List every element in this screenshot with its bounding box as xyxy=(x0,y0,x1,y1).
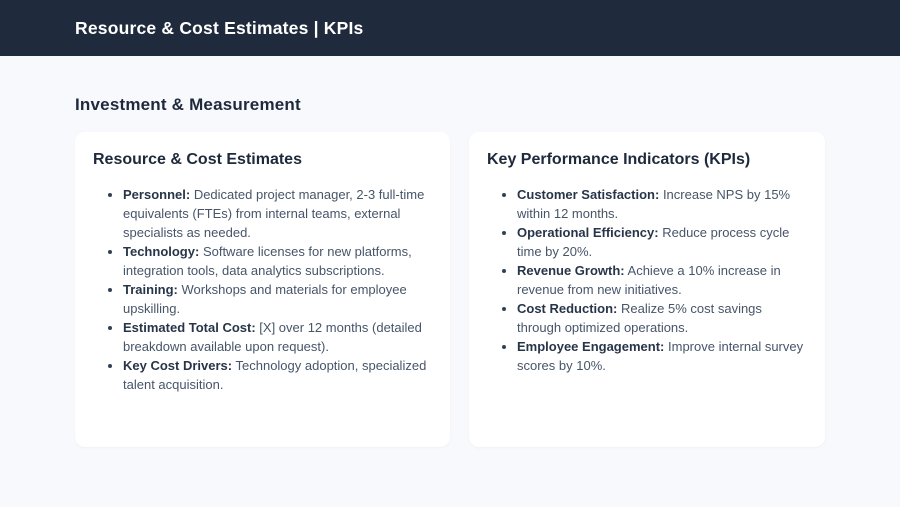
item-text: Achieve a 10% increase in revenue from n… xyxy=(517,263,781,297)
item-text: Software licenses for new platforms, int… xyxy=(123,244,412,278)
card-title: Key Performance Indicators (KPIs) xyxy=(487,151,751,168)
item-text: Improve internal survey scores by 10%. xyxy=(517,339,804,373)
item-label: Estimated Total Cost: xyxy=(123,320,256,335)
section-title: Investment & Measurement xyxy=(75,95,301,114)
list-item: Technology: Software licenses for new pl… xyxy=(123,242,432,280)
item-label: Revenue Growth: xyxy=(517,263,625,278)
app-header: Resource & Cost Estimates | KPIs xyxy=(0,0,900,56)
list-item: Personnel: Dedicated project manager, 2-… xyxy=(123,185,432,242)
item-label: Personnel: xyxy=(123,187,191,202)
card-title: Resource & Cost Estimates xyxy=(93,151,302,168)
list-item: Cost Reduction: Realize 5% cost savings … xyxy=(517,299,807,337)
bullet-list: Customer Satisfaction: Increase NPS by 1… xyxy=(487,185,807,375)
item-label: Employee Engagement: xyxy=(517,339,665,354)
item-label: Technology: xyxy=(123,244,200,259)
item-text: Realize 5% cost savings through optimize… xyxy=(517,301,762,335)
card-resource-cost-estimates: Resource & Cost Estimates Personnel: Ded… xyxy=(75,132,450,447)
item-text: Increase NPS by 15% within 12 months. xyxy=(517,187,791,221)
content: Investment & Measurement Resource & Cost… xyxy=(0,95,900,447)
item-label: Cost Reduction: xyxy=(517,301,618,316)
item-text: Technology adoption, specialized talent … xyxy=(123,358,427,392)
item-label: Operational Efficiency: xyxy=(517,225,659,240)
item-text: [X] over 12 months (detailed breakdown a… xyxy=(123,320,422,354)
list-item: Key Cost Drivers: Technology adoption, s… xyxy=(123,356,432,394)
item-label: Key Cost Drivers: xyxy=(123,358,233,373)
list-item: Estimated Total Cost: [X] over 12 months… xyxy=(123,318,432,356)
list-item: Customer Satisfaction: Increase NPS by 1… xyxy=(517,185,807,223)
page-title: Resource & Cost Estimates | KPIs xyxy=(75,17,364,38)
item-label: Training: xyxy=(123,282,178,297)
list-item: Employee Engagement: Improve internal su… xyxy=(517,337,807,375)
cards-row: Resource & Cost Estimates Personnel: Ded… xyxy=(75,132,825,447)
list-item: Revenue Growth: Achieve a 10% increase i… xyxy=(517,261,807,299)
list-item: Training: Workshops and materials for em… xyxy=(123,280,432,318)
list-item: Operational Efficiency: Reduce process c… xyxy=(517,223,807,261)
item-text: Dedicated project manager, 2-3 full-time… xyxy=(123,187,425,240)
item-label: Customer Satisfaction: xyxy=(517,187,660,202)
bullet-list: Personnel: Dedicated project manager, 2-… xyxy=(93,185,432,394)
card-kpis: Key Performance Indicators (KPIs) Custom… xyxy=(469,132,825,447)
item-text: Reduce process cycle time by 20%. xyxy=(517,225,790,259)
item-text: Workshops and materials for employee ups… xyxy=(123,282,407,316)
